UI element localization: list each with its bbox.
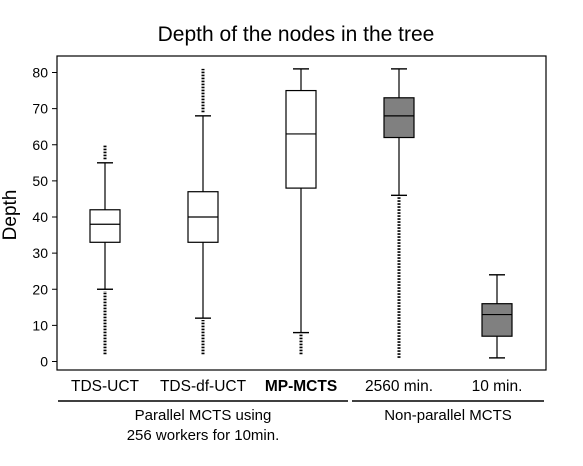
group-labels: Parallel MCTS using 256 workers for 10min… xyxy=(58,400,544,444)
chart-title: Depth of the nodes in the tree xyxy=(158,23,435,46)
y-tick-label: 50 xyxy=(32,173,48,189)
boxes-layer xyxy=(89,68,513,359)
box-3 xyxy=(285,68,317,355)
group-label: Parallel MCTS using xyxy=(135,407,272,424)
category-label: 10 min. xyxy=(472,378,523,395)
box-5 xyxy=(481,274,513,359)
y-tick-label: 0 xyxy=(40,354,48,370)
y-tick-label: 60 xyxy=(32,137,48,153)
plot-area-frame xyxy=(56,55,547,371)
group-label: Non-parallel MCTS xyxy=(384,407,512,424)
category-label: TDS-df-UCT xyxy=(160,378,247,395)
box-iqr xyxy=(89,209,121,243)
box-iqr xyxy=(481,303,513,337)
y-tick-label: 80 xyxy=(32,65,48,81)
y-tick-label: 30 xyxy=(32,245,48,261)
box-2 xyxy=(187,68,219,355)
y-tick-label: 20 xyxy=(32,281,48,297)
category-label: MP-MCTS xyxy=(265,378,337,395)
category-label: 2560 min. xyxy=(365,378,433,395)
category-labels: TDS-UCT TDS-df-UCT MP-MCTS 2560 min. 10 min. xyxy=(71,378,522,395)
category-label: TDS-UCT xyxy=(71,378,140,395)
box-iqr xyxy=(383,97,415,139)
group-label: 256 workers for 10min. xyxy=(127,427,280,444)
y-tick-label: 10 xyxy=(32,317,48,333)
y-tick-label: 70 xyxy=(32,101,48,117)
y-axis-ticks: 0 10 20 30 40 50 60 70 80 xyxy=(32,65,57,370)
y-axis-label: Depth xyxy=(0,190,21,241)
y-tick-label: 40 xyxy=(32,209,48,225)
box-4 xyxy=(383,68,415,358)
box-1 xyxy=(89,144,121,355)
box-iqr xyxy=(285,89,317,189)
